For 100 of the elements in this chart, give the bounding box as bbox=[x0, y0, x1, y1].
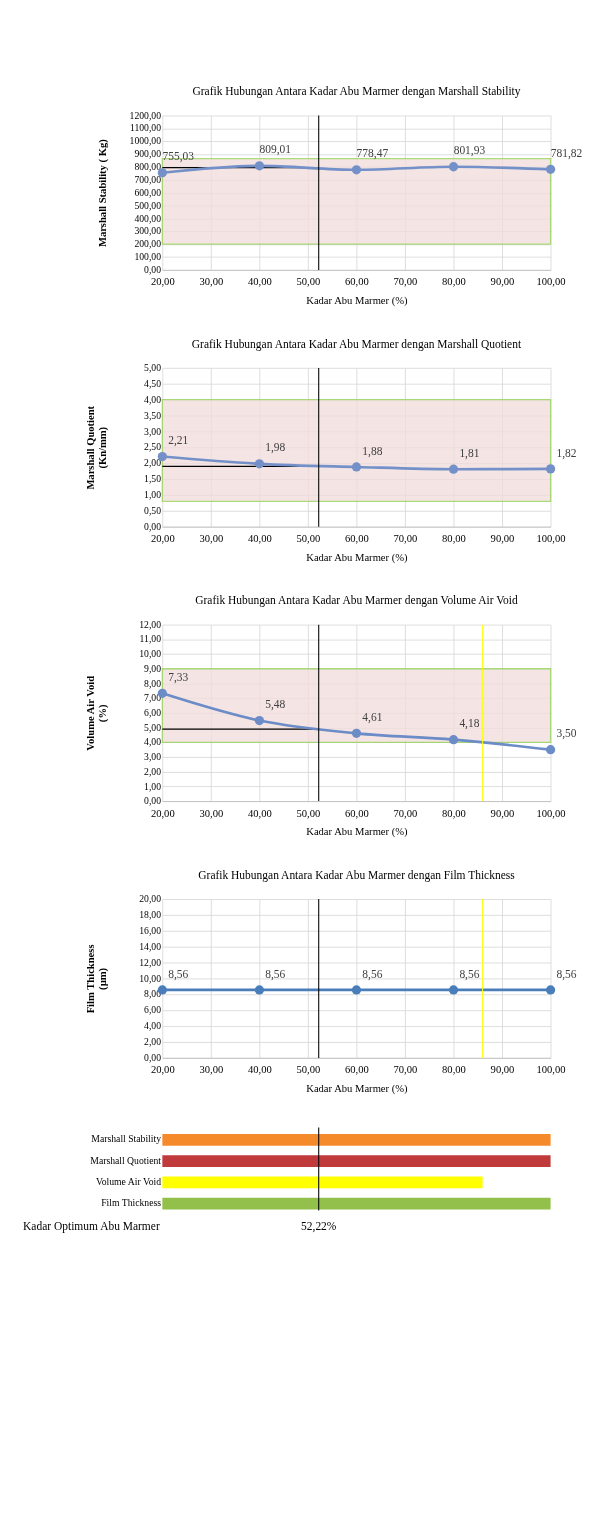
y-tick-label: 5,00 bbox=[144, 721, 162, 733]
y-tick-label: 1,00 bbox=[144, 489, 162, 501]
y-tick-label: 8,00 bbox=[144, 677, 162, 689]
y-tick-label: Film Thickness bbox=[101, 1197, 162, 1209]
data-label: 4,61 bbox=[362, 710, 383, 724]
y-tick-label: 1,50 bbox=[144, 473, 162, 485]
y-tick-label: 400,00 bbox=[134, 212, 162, 224]
x-tick-label: 100,00 bbox=[536, 807, 566, 819]
x-axis-title: Kadar Abu Marmer (%) bbox=[306, 551, 409, 564]
data-label: 1,81 bbox=[459, 446, 480, 460]
x-tick-label: 90,00 bbox=[490, 533, 515, 545]
y-tick-label: 12,00 bbox=[139, 956, 162, 968]
y-tick-label: 1000,00 bbox=[129, 135, 162, 147]
y-axis-title: Volume Air Void (%) bbox=[84, 675, 110, 751]
x-tick-label: 60,00 bbox=[345, 533, 369, 545]
data-label: 1,98 bbox=[265, 441, 286, 455]
data-label: 8,56 bbox=[265, 967, 286, 981]
x-tick-label: 100,00 bbox=[536, 533, 566, 545]
x-tick-label: 90,00 bbox=[490, 807, 515, 819]
x-axis-title: Kadar Abu Marmer (%) bbox=[306, 1082, 409, 1095]
x-tick-label: 70,00 bbox=[393, 533, 418, 545]
x-tick-label: 50,00 bbox=[296, 807, 321, 819]
y-tick-label: 4,00 bbox=[144, 1020, 162, 1032]
y-tick-label: 0,00 bbox=[144, 264, 162, 276]
y-tick-label: 2,00 bbox=[144, 457, 162, 469]
point bbox=[351, 462, 362, 472]
y-tick-label: 12,00 bbox=[139, 618, 162, 630]
point bbox=[254, 459, 265, 469]
y-tick-label: 1100,00 bbox=[129, 122, 162, 134]
x-tick-label: 40,00 bbox=[247, 807, 272, 819]
point bbox=[448, 735, 459, 745]
point bbox=[545, 464, 556, 474]
y-tick-label: 6,00 bbox=[144, 1004, 162, 1016]
chart-title: Grafik Hubungan Antara Kadar Abu Marmer dengan Marshall Quotient bbox=[191, 337, 522, 351]
y-tick-label: 6,00 bbox=[144, 706, 162, 718]
y-tick-label: 9,00 bbox=[144, 662, 162, 674]
data-label: 8,56 bbox=[362, 967, 383, 981]
text: Kadar Optimum Abu Marmer bbox=[23, 1219, 160, 1233]
x-tick-label: 90,00 bbox=[490, 276, 515, 288]
y-tick-label: 11,00 bbox=[139, 633, 162, 645]
x-tick-label: 80,00 bbox=[442, 533, 466, 545]
y-tick-label: 200,00 bbox=[134, 238, 162, 250]
y-tick-label: Volume Air Void bbox=[95, 1175, 162, 1187]
y-tick-label: 0,00 bbox=[144, 520, 162, 532]
y-tick-label: 10,00 bbox=[139, 648, 162, 660]
y-tick-label: Marshall Stability bbox=[91, 1133, 162, 1145]
y-tick-label: 800,00 bbox=[134, 161, 162, 173]
x-tick-label: 100,00 bbox=[536, 276, 566, 288]
y-axis-title: Film Thickness (µm) bbox=[84, 944, 110, 1014]
y-tick-label: 20,00 bbox=[139, 893, 162, 905]
y-tick-label: 3,00 bbox=[144, 425, 162, 437]
x-tick-label: 80,00 bbox=[442, 1064, 466, 1076]
x-tick-label: 40,00 bbox=[247, 276, 272, 288]
x-tick-label: 50,00 bbox=[296, 276, 321, 288]
y-tick-label: 3,00 bbox=[144, 751, 162, 763]
point bbox=[351, 728, 362, 738]
y-tick-label: 2,50 bbox=[144, 441, 162, 453]
y-tick-label: 4,00 bbox=[144, 736, 162, 748]
data-label: 7,33 bbox=[168, 670, 189, 684]
y-tick-label: 1200,00 bbox=[129, 109, 162, 121]
y-tick-label: 5,00 bbox=[144, 361, 162, 373]
x-tick-label: 80,00 bbox=[442, 276, 466, 288]
data-label: 781,82 bbox=[550, 146, 583, 160]
point bbox=[254, 161, 265, 171]
y-tick-label: 0,00 bbox=[144, 1051, 162, 1063]
data-label: 5,48 bbox=[265, 698, 286, 712]
y-tick-label: 16,00 bbox=[139, 924, 162, 936]
x-tick-label: 60,00 bbox=[345, 1064, 369, 1076]
data-label: 8,56 bbox=[459, 967, 480, 981]
y-tick-label: 600,00 bbox=[134, 186, 162, 198]
point bbox=[351, 165, 362, 175]
y-axis-title: Marshall Quotient (Kn/mm) bbox=[84, 405, 110, 490]
point bbox=[545, 745, 556, 755]
point bbox=[448, 464, 459, 474]
x-tick-label: 90,00 bbox=[490, 1064, 515, 1076]
data-label: 8,56 bbox=[556, 967, 577, 981]
x-axis-title: Kadar Abu Marmer (%) bbox=[306, 294, 409, 307]
x-tick-label: 40,00 bbox=[247, 1064, 272, 1076]
y-tick-label: 4,50 bbox=[144, 377, 162, 389]
data-label: 8,56 bbox=[168, 967, 189, 981]
chart-title: Grafik Hubungan Antara Kadar Abu Marmer dengan Marshall Stability bbox=[192, 85, 521, 99]
y-tick-label: Marshall Quotient bbox=[90, 1154, 162, 1166]
x-axis-title: Kadar Abu Marmer (%) bbox=[306, 826, 409, 839]
y-tick-label: 100,00 bbox=[134, 251, 162, 263]
y-tick-label: 900,00 bbox=[134, 148, 162, 160]
x-tick-label: 70,00 bbox=[393, 276, 418, 288]
y-tick-label: 500,00 bbox=[134, 199, 162, 211]
x-tick-label: 50,00 bbox=[296, 1064, 321, 1076]
data-label: 809,01 bbox=[259, 143, 292, 157]
y-tick-label: 3,50 bbox=[144, 409, 162, 421]
y-axis-title: Marshall Stability ( Kg) bbox=[97, 138, 110, 248]
y-tick-label: 14,00 bbox=[139, 940, 162, 952]
x-tick-label: 70,00 bbox=[393, 1064, 418, 1076]
y-tick-label: 10,00 bbox=[139, 972, 162, 984]
point bbox=[545, 164, 556, 174]
data-label: 2,21 bbox=[168, 434, 189, 448]
chart-title: Grafik Hubungan Antara Kadar Abu Marmer dengan Volume Air Void bbox=[195, 594, 518, 608]
y-tick-label: 2,00 bbox=[144, 765, 162, 777]
y-tick-label: 18,00 bbox=[139, 909, 162, 921]
data-label: 801,93 bbox=[453, 144, 486, 158]
